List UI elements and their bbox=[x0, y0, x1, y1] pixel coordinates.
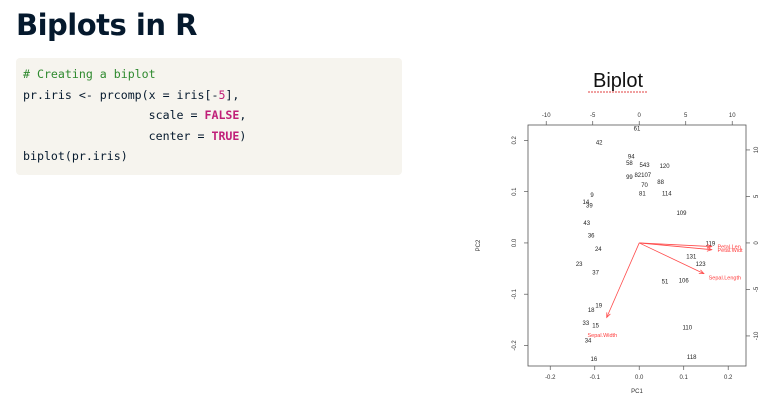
arrow-label: Petal.Len bbox=[718, 244, 741, 250]
right-tick-label: 10 bbox=[754, 146, 760, 153]
code-token: biplot(pr.iris) bbox=[23, 149, 128, 163]
code-token: scale = bbox=[23, 108, 205, 122]
point-label: 16 bbox=[591, 357, 598, 363]
arrow-head bbox=[606, 312, 611, 319]
code-token: # Creating a biplot bbox=[23, 67, 156, 81]
y-tick-label: 0.2 bbox=[512, 136, 518, 145]
code-token: , bbox=[239, 108, 247, 122]
point-label: 82107 bbox=[634, 173, 651, 179]
right-tick-label: 5 bbox=[754, 194, 760, 198]
biplot-chart: Biplot -0.2 -0.1 0.0 0.1 0.2 -0.2 -0.1 0.0 0.1 0.2… bbox=[470, 62, 770, 407]
code-token: ) bbox=[239, 128, 247, 143]
code-line: # Creating a biplot bbox=[23, 64, 402, 85]
point-label: 23 bbox=[576, 262, 583, 268]
y-tick-label: 0.1 bbox=[512, 187, 518, 196]
point-label: 36 bbox=[588, 233, 595, 239]
point-label: 543 bbox=[640, 163, 651, 169]
point-label: 70 bbox=[641, 183, 648, 189]
point-label: 14 bbox=[582, 200, 589, 206]
code-line: scale = FALSE, bbox=[23, 105, 402, 126]
x-tick-label: -0.2 bbox=[545, 375, 556, 381]
point-label: 18 bbox=[588, 308, 595, 314]
point-label: 19 bbox=[595, 304, 602, 310]
top-tick-label: 0 bbox=[638, 113, 642, 119]
top-tick-label: 10 bbox=[729, 113, 736, 119]
point-label: 9 bbox=[590, 193, 594, 199]
point-label: 34 bbox=[585, 338, 592, 344]
loading-arrow bbox=[639, 242, 704, 274]
top-tick-label: 5 bbox=[684, 113, 688, 119]
x-axis-label: PC1 bbox=[631, 389, 643, 395]
arrow-label: Sepal.Length bbox=[709, 275, 741, 281]
arrow-head bbox=[706, 246, 713, 252]
point-label: 37 bbox=[592, 270, 599, 276]
point-label: 99 bbox=[626, 175, 633, 181]
point-label: 88 bbox=[657, 180, 664, 186]
point-label: 51 bbox=[662, 279, 669, 285]
point-label: 119 bbox=[706, 242, 716, 248]
point-label: 109 bbox=[676, 211, 687, 217]
x-tick-label: -0.1 bbox=[590, 375, 601, 381]
code-token: ], bbox=[225, 87, 240, 102]
point-label: 106 bbox=[679, 278, 690, 284]
point-label: 33 bbox=[582, 321, 589, 327]
loading-arrow bbox=[639, 242, 712, 247]
y-axis-label: PC2 bbox=[476, 239, 482, 251]
x-tick-label: 0.1 bbox=[680, 375, 689, 381]
chart-title: Biplot bbox=[593, 70, 643, 92]
arrow-label: Sepal.Width bbox=[587, 333, 617, 339]
right-tick-label: 0 bbox=[754, 241, 760, 245]
right-tick-label: -10 bbox=[754, 331, 760, 340]
point-label: 118 bbox=[687, 355, 697, 361]
loading-arrow bbox=[606, 242, 640, 318]
y-tick-label: -0.2 bbox=[512, 340, 518, 351]
code-token: pr.iris <- prcomp(x = iris[- bbox=[23, 87, 219, 102]
point-label: 39 bbox=[586, 204, 593, 210]
point-label: 24 bbox=[595, 247, 602, 253]
point-label: 81 bbox=[639, 191, 646, 197]
x-tick-label: 0.0 bbox=[635, 375, 644, 381]
code-line: biplot(pr.iris) bbox=[23, 146, 402, 167]
top-tick-label: -10 bbox=[542, 113, 551, 119]
code-token: center = bbox=[23, 128, 212, 143]
y-tick-label: -0.1 bbox=[512, 288, 518, 299]
code-token: FALSE bbox=[204, 108, 240, 122]
code-line: center = TRUE) bbox=[23, 126, 402, 147]
x-tick-label: 0.2 bbox=[724, 375, 733, 381]
plot-frame bbox=[527, 124, 747, 367]
point-label: 120 bbox=[660, 164, 671, 170]
point-label: 110 bbox=[682, 326, 692, 332]
code-block: # Creating a biplot pr.iris <- prcomp(x =… bbox=[16, 58, 402, 175]
point-label: 58 bbox=[626, 161, 633, 167]
y-tick-label: 0.0 bbox=[512, 238, 518, 247]
slide-title: Biplots in R bbox=[16, 8, 197, 42]
code-token: TRUE bbox=[211, 128, 240, 143]
point-label: 42 bbox=[596, 141, 603, 147]
point-label: 61 bbox=[634, 127, 641, 133]
code-token: 5 bbox=[218, 87, 226, 102]
point-label: 15 bbox=[592, 324, 599, 330]
point-label: 43 bbox=[583, 221, 590, 227]
top-tick-label: -5 bbox=[590, 113, 596, 119]
loading-arrow bbox=[639, 242, 712, 251]
point-label: 94 bbox=[628, 154, 635, 160]
arrow-label: Petal.Widt bbox=[718, 248, 744, 254]
point-label: 123 bbox=[696, 262, 707, 268]
code-line: pr.iris <- prcomp(x = iris[-5], bbox=[23, 85, 402, 106]
point-label: 114 bbox=[662, 191, 672, 197]
point-label: 131 bbox=[686, 254, 697, 260]
arrow-head bbox=[698, 269, 705, 275]
biplot-svg: Biplot -0.2 -0.1 0.0 0.1 0.2 -0.2 -0.1 0.0 0.1 0.2… bbox=[476, 70, 760, 395]
right-tick-label: -5 bbox=[754, 286, 760, 292]
